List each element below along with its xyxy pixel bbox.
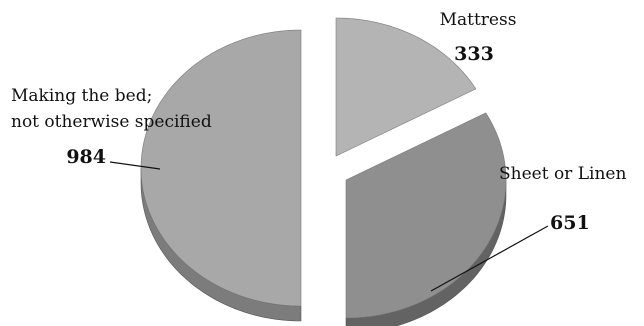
pie-slice-2 — [140, 29, 302, 307]
value-label-1: 651 — [550, 212, 590, 234]
leader-line-1 — [430, 225, 549, 292]
category-label-2: Making the bed; not otherwise specified — [11, 86, 212, 132]
category-label-1-line-0: Sheet or Linen — [499, 164, 626, 184]
pie-slice-0 — [335, 17, 477, 157]
category-label-0-line-0: Mattress — [440, 10, 517, 30]
value-label-0: 333 — [454, 43, 494, 65]
leader-line-2 — [109, 161, 161, 170]
value-label-2: 984 — [66, 146, 106, 168]
pie-slice-1 — [345, 112, 507, 319]
category-label-0: Mattress — [440, 10, 517, 30]
category-label-2-line-1: not otherwise specified — [11, 112, 212, 132]
pie-tops — [140, 17, 507, 319]
category-label-2-line-0: Making the bed; — [11, 86, 152, 106]
category-label-1: Sheet or Linen — [499, 164, 626, 184]
